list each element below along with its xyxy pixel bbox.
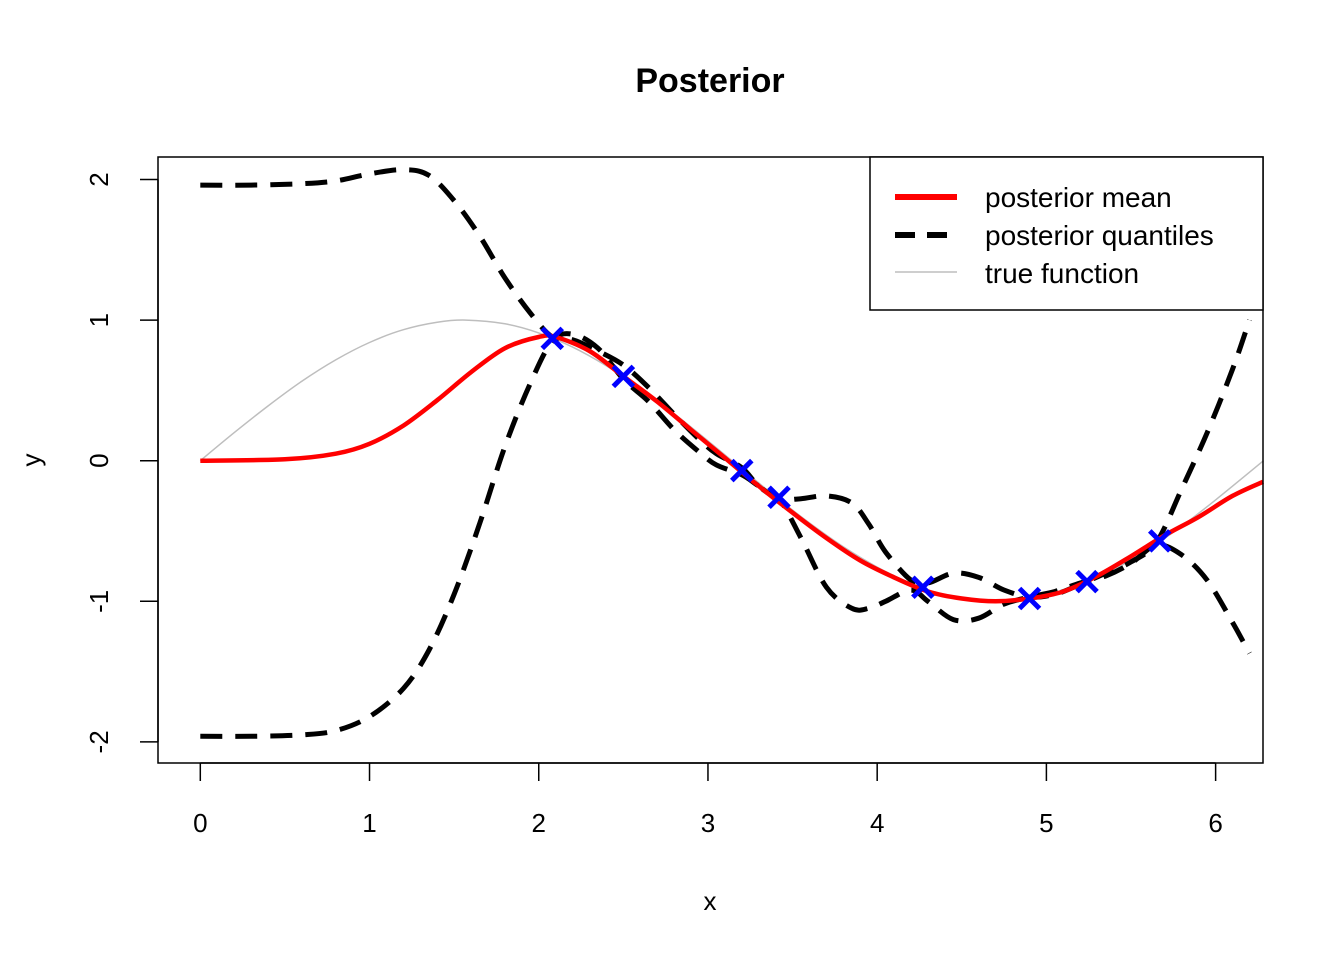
x-tick-label: 0 — [193, 808, 207, 838]
legend-label-posterior-quantiles: posterior quantiles — [985, 220, 1214, 251]
observation-point — [767, 485, 791, 510]
x-axis-label: x — [704, 886, 717, 916]
y-axis: -2 -1 0 1 2 — [84, 172, 159, 753]
legend-box — [869, 156, 1264, 311]
x-tick-label: 4 — [870, 808, 884, 838]
observation-point — [1017, 586, 1042, 611]
x-tick-label: 5 — [1039, 808, 1053, 838]
legend: posterior mean posterior quantiles true … — [869, 156, 1264, 311]
x-tick-label: 6 — [1208, 808, 1222, 838]
series-posterior-mean — [200, 333, 1264, 604]
legend-label-posterior-mean: posterior mean — [985, 182, 1172, 213]
y-tick-label: 0 — [84, 453, 114, 467]
observation-point — [730, 458, 754, 483]
chart-title: Posterior — [635, 62, 784, 100]
x-tick-label: 1 — [362, 808, 376, 838]
x-axis: 0 1 2 3 4 5 6 — [193, 762, 1223, 838]
x-tick-label: 3 — [701, 808, 715, 838]
legend-label-true-function: true function — [985, 258, 1139, 289]
y-axis-label: y — [16, 454, 46, 467]
observation-point — [611, 364, 636, 389]
observation-point — [540, 326, 565, 351]
y-tick-label: -2 — [84, 730, 114, 753]
y-tick-label: 1 — [84, 313, 114, 327]
y-tick-label: -1 — [84, 590, 114, 613]
observation-point — [1075, 569, 1099, 594]
x-tick-label: 2 — [532, 808, 546, 838]
observation-point — [911, 575, 935, 600]
observation-markers — [540, 326, 1172, 611]
series-lower-quantile — [200, 331, 1252, 739]
y-tick-label: 2 — [84, 172, 114, 186]
observation-point — [1148, 529, 1172, 553]
